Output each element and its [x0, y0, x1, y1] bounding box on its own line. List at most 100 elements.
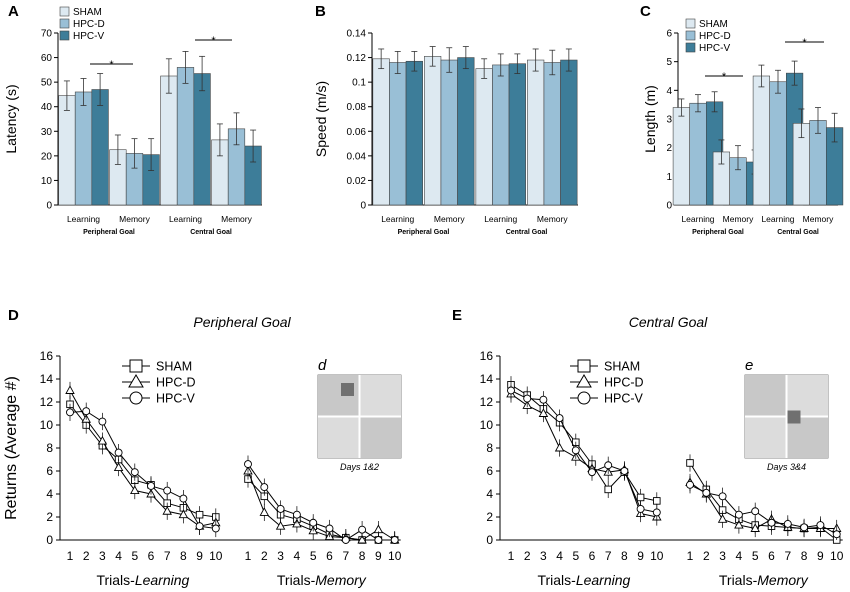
y-tick-label: 8 — [46, 441, 53, 455]
x-axis-label-italic: Learning — [135, 572, 190, 588]
series-line — [247, 470, 395, 541]
x-tick-label: 3 — [540, 549, 547, 563]
x-tick-label: 5 — [752, 549, 759, 563]
y-tick-label: 6 — [666, 29, 672, 40]
x-tick-label: 8 — [801, 549, 808, 563]
x-tick-label: 2 — [524, 549, 531, 563]
data-point — [292, 510, 301, 519]
x-axis-label-learning: Trials-Learning — [96, 572, 189, 588]
x-tick-label: 4 — [736, 549, 743, 563]
y-tick-label: 0.1 — [352, 78, 366, 89]
x-tick-label: 6 — [589, 549, 596, 563]
bar — [527, 59, 545, 206]
arena-quadrant — [786, 375, 828, 417]
data-point — [816, 521, 825, 529]
data-point — [734, 510, 743, 519]
series-line — [69, 403, 216, 518]
y-tick-label: 70 — [41, 29, 53, 40]
group-label: Learning — [381, 214, 414, 224]
legend-label: HPC-D — [604, 376, 644, 390]
series-line — [689, 482, 837, 530]
arena-quadrant — [745, 375, 787, 417]
data-point — [555, 414, 564, 423]
arena-quadrant — [359, 416, 401, 458]
group-label: Memory — [723, 214, 754, 224]
group-label: Memory — [119, 214, 150, 224]
x-tick-label: 9 — [637, 549, 644, 563]
x-axis-label-prefix: Trials- — [719, 572, 758, 588]
supergroup-label: Central Goal — [190, 229, 232, 236]
series-line — [69, 390, 216, 527]
data-point — [82, 407, 91, 416]
data-point — [98, 417, 107, 426]
y-tick-label: 12 — [40, 395, 54, 409]
y-tick-label: 5 — [666, 57, 672, 68]
y-tick-label: 16 — [480, 349, 494, 363]
data-point — [653, 497, 661, 505]
data-point — [130, 485, 140, 494]
x-axis-label-italic: Memory — [315, 572, 367, 588]
data-point — [751, 507, 760, 516]
data-point — [620, 467, 629, 475]
legend-swatch — [59, 30, 70, 41]
x-axis-label-italic: Learning — [576, 572, 631, 588]
arena-quadrant — [745, 416, 787, 458]
legend-swatch — [59, 18, 70, 29]
panel-label-a: A — [8, 3, 19, 20]
supergroup-label: Peripheral Goal — [83, 229, 135, 236]
chart-B: B 0 0.02 0.04 0.06 0.08 0.1 0.12 0.14 Speed (m/s)… — [313, 3, 578, 236]
chart-title: Central Goal — [629, 314, 708, 330]
legend-marker — [577, 359, 591, 373]
x-axis-label-prefix: Trials- — [277, 572, 316, 588]
data-point — [179, 494, 188, 503]
series-line — [510, 393, 657, 518]
data-point — [604, 461, 613, 470]
group-label: Learning — [169, 214, 202, 224]
data-point — [244, 460, 252, 469]
x-axis-label-prefix: Trials- — [537, 572, 576, 588]
y-tick-label: 6 — [486, 464, 493, 478]
data-point — [309, 518, 318, 527]
data-point — [832, 530, 841, 539]
supergroup-label: Central Goal — [506, 229, 548, 236]
data-point — [259, 507, 270, 516]
bar — [672, 107, 690, 206]
data-point — [113, 462, 124, 471]
series-line — [247, 478, 395, 541]
y-tick-label: 14 — [480, 372, 494, 386]
y-tick-label: 20 — [41, 151, 53, 162]
y-tick-label: 10 — [41, 176, 53, 187]
group-label: Learning — [67, 214, 100, 224]
data-point — [554, 442, 565, 452]
x-tick-label: 9 — [817, 549, 824, 563]
inset-caption: Days 1&2 — [340, 462, 379, 472]
panel-label-e: E — [452, 307, 462, 324]
data-point — [539, 395, 548, 404]
data-point — [636, 505, 645, 513]
legend-label: HPC-D — [73, 19, 105, 30]
y-axis-label: Latency (s) — [3, 84, 19, 153]
data-point — [604, 485, 612, 494]
legend-label: HPC-V — [604, 392, 644, 406]
x-tick-label: 2 — [83, 549, 90, 563]
goal-marker — [787, 410, 801, 424]
chart-A: A 0 10 20 30 40 50 60 70 Latency (s) Learning Memor… — [3, 3, 262, 236]
arena-quadrant — [318, 416, 360, 458]
x-tick-label: 4 — [115, 549, 122, 563]
bar — [689, 102, 707, 206]
data-point — [374, 536, 383, 544]
group-label: Memory — [537, 214, 568, 224]
y-tick-label: 40 — [41, 102, 53, 113]
y-tick-label: 14 — [40, 372, 54, 386]
x-axis-label-memory: Trials-Memory — [719, 572, 809, 588]
x-tick-label: 8 — [621, 549, 628, 563]
data-point — [588, 468, 596, 477]
data-point — [652, 508, 661, 517]
x-tick-label: 9 — [196, 549, 203, 563]
x-tick-label: 7 — [784, 549, 791, 563]
x-tick-label: 3 — [99, 549, 106, 563]
legend-marker — [576, 374, 592, 388]
x-tick-label: 1 — [687, 549, 694, 563]
y-tick-label: 2 — [666, 143, 672, 154]
y-tick-label: 0 — [486, 533, 493, 547]
